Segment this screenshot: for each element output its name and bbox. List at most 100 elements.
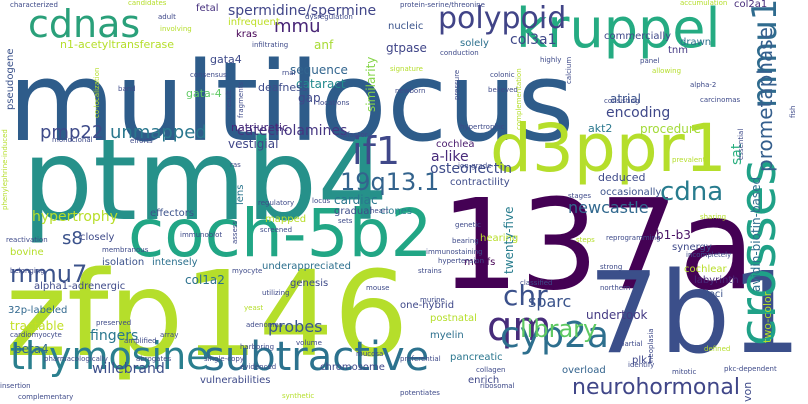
word-abrogates: abrogates xyxy=(136,355,172,363)
word-alpha1-adrenergic: alpha1-adrenergic xyxy=(34,281,126,292)
word-osteonectin: osteonectin xyxy=(430,161,512,177)
word-motifs: motifs xyxy=(464,257,496,268)
word-prevalent: prevalent xyxy=(672,156,706,164)
word-deafness: deafness xyxy=(258,81,308,94)
word-efforts: efforts xyxy=(130,137,153,145)
word-neurohormonal: neurohormonal xyxy=(572,375,740,400)
word-ptmb4: ptmb4 xyxy=(22,116,389,246)
word-allowing: allowing xyxy=(652,67,682,75)
word-essential: essential xyxy=(737,128,745,160)
word-a-like: a-like xyxy=(431,149,469,165)
word-pharmacologically: pharmacologically xyxy=(44,355,108,363)
word-carcinomas: carcinomas xyxy=(700,96,741,104)
word-gtpase: gtpase xyxy=(386,41,427,55)
word-amplified: amplified xyxy=(124,337,157,345)
word-protein-serine-threonine: protein-serine/threonine xyxy=(400,1,485,9)
word-plk1: plk1 xyxy=(632,355,654,366)
word-willebrand: willebrand xyxy=(92,361,165,377)
word-hypertrophic: hypertrophic xyxy=(460,123,505,131)
word-band: band xyxy=(118,85,136,93)
word-chromosome: chromosome xyxy=(320,362,385,373)
word-consensus: consensus xyxy=(190,71,227,79)
word-result: result xyxy=(225,90,233,110)
word-zfp146: zfp146 xyxy=(5,245,409,383)
word-d3ppr1: d3ppr1 xyxy=(490,110,727,187)
word-newcastle: newcastle xyxy=(568,198,649,217)
word-ribosomal: ribosomal xyxy=(480,382,515,390)
word-phenylephrine-induced: phenylephrine-induced xyxy=(1,129,9,210)
word-screened: screened xyxy=(260,226,293,234)
word-genesis: genesis xyxy=(290,278,329,289)
word-tnm: tnm xyxy=(668,45,688,56)
word-regulatory: regulatory xyxy=(258,199,295,207)
word-overload: overload xyxy=(562,365,606,376)
word-locus: locus xyxy=(312,197,331,205)
word-natriuretic: natriuretic xyxy=(231,121,289,134)
word-32p-labeled: 32p-labeled xyxy=(8,305,68,316)
word-preferential: preferential xyxy=(400,355,441,363)
word-closely: closely xyxy=(80,232,115,243)
word-strains: strains xyxy=(418,267,442,275)
word-ras: ras xyxy=(230,161,241,169)
word-infiltrating: infiltrating xyxy=(252,41,289,49)
word-drawn: drawn xyxy=(680,37,712,48)
word-myelin: myelin xyxy=(430,330,464,341)
word-array: array xyxy=(160,331,179,339)
word-avidin-biotin-based: avidin-biotin-based xyxy=(749,176,763,292)
word-cataract: cataract xyxy=(296,77,346,91)
word-col3a1: col3a1 xyxy=(510,32,557,48)
word-loci: loci xyxy=(706,289,724,300)
word-pancreatic: pancreatic xyxy=(450,352,503,363)
word-adult: adult xyxy=(158,13,176,21)
word-cochlea: cochlea xyxy=(436,139,475,150)
word-postnatal: postnatal xyxy=(430,313,477,324)
word-pmp22: pmp22 xyxy=(40,122,104,143)
word-col1a2: col1a2 xyxy=(185,273,225,287)
word-infrequent: infrequent xyxy=(228,17,280,28)
word-potentiates: potentiates xyxy=(400,389,440,397)
word-newborn: newborn xyxy=(395,87,426,95)
word-procedure: procedure xyxy=(640,122,701,136)
word-yeast: yeast xyxy=(244,304,264,312)
word-immunoblot: immunoblot xyxy=(180,231,223,239)
word-hypertrophy: hypertrophy xyxy=(32,209,118,225)
word-belonging: belonging xyxy=(10,267,45,275)
word-s8: s8 xyxy=(62,228,83,249)
word-murine: murine xyxy=(420,296,445,304)
word-conduction: conduction xyxy=(440,49,479,57)
word-undertook: undertook xyxy=(586,308,648,322)
word-assess: assess xyxy=(231,220,239,244)
word-catecholamines: catecholamines xyxy=(237,123,348,139)
word-effectors: effectors xyxy=(150,208,195,219)
word-membranous: membranous xyxy=(102,246,149,254)
word-spermidine-spermine: spermidine/spermine xyxy=(228,3,377,19)
word-subtractive: subtractive xyxy=(204,334,430,380)
word-cochlear: cochlear xyxy=(684,264,727,275)
word-candidates: candidates xyxy=(128,0,167,7)
word-steps: steps xyxy=(576,236,595,244)
word-intensely: intensely xyxy=(152,257,198,268)
word-alpha-2: alpha-2 xyxy=(690,81,717,89)
word-co-localization: co-localization xyxy=(93,67,101,118)
word-vestigial: vestigial xyxy=(228,137,279,151)
word-involving: involving xyxy=(160,25,192,33)
word-gata4: gata4 xyxy=(210,53,242,66)
word-mmu7: mmu7 xyxy=(10,260,88,288)
word-highly: highly xyxy=(540,56,562,64)
word-deduced: deduced xyxy=(598,171,646,184)
word-mitotic: mitotic xyxy=(672,368,697,376)
word-genetic: genetic xyxy=(455,221,482,229)
word-sets: sets xyxy=(338,217,353,225)
word-pkc-dependent: pkc-dependent xyxy=(724,365,777,373)
word-colonic: colonic xyxy=(490,71,515,79)
word-gap: gap xyxy=(298,91,321,105)
word-northern: northern xyxy=(600,284,631,292)
word-cdnas: cdnas xyxy=(28,2,141,46)
word-dysregulation: dysregulation xyxy=(305,13,353,21)
word-rnai: rnai xyxy=(282,69,296,77)
word-vulnerabilities: vulnerabilities xyxy=(200,375,271,386)
word-underappreciated: underappreciated xyxy=(262,261,351,272)
word-two-color: two-color xyxy=(761,291,774,343)
word-immunostaining: immunostaining xyxy=(426,248,483,256)
